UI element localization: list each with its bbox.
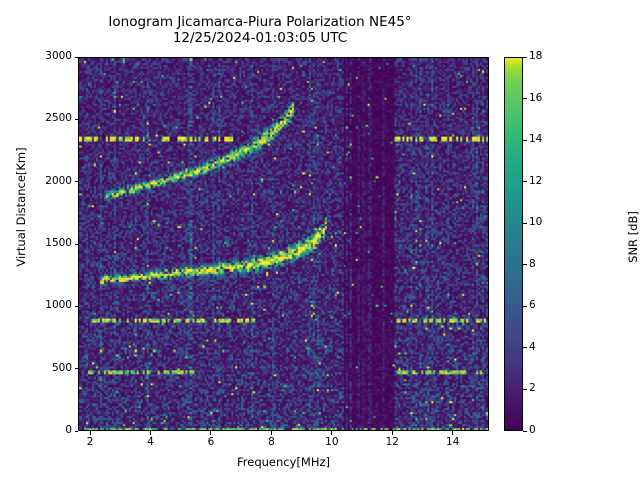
ionogram-heatmap-canvas	[79, 58, 488, 430]
colorbar-tick-mark	[523, 305, 527, 307]
colorbar-tick-mark	[523, 181, 527, 183]
x-tick-label: 4	[147, 436, 154, 448]
x-tick-mark	[150, 431, 152, 435]
y-tick-label: 2000	[45, 174, 72, 187]
colorbar-tick-mark	[523, 264, 527, 266]
colorbar-tick-mark	[523, 347, 527, 349]
colorbar-tick-label: 16	[529, 91, 543, 104]
colorbar-tick-mark	[523, 430, 527, 432]
colorbar-tick-label: 0	[529, 424, 536, 436]
ionogram-plot-area	[78, 57, 489, 431]
colorbar-tick-mark	[523, 56, 527, 58]
colorbar-label: SNR [dB]	[626, 211, 640, 263]
colorbar-tick-label: 12	[529, 174, 543, 187]
y-tick-label: 2500	[45, 112, 72, 125]
x-tick-mark	[391, 431, 393, 435]
colorbar-tick-label: 14	[529, 133, 543, 146]
x-tick-mark	[270, 431, 272, 435]
colorbar-tick-mark	[523, 139, 527, 141]
colorbar-tick-label: 10	[529, 216, 543, 229]
colorbar-tick-mark	[523, 388, 527, 390]
y-axis-label: Virtual Distance[Km]	[14, 147, 28, 267]
colorbar-tick-label: 4	[529, 340, 536, 353]
y-tick-label: 3000	[45, 50, 72, 62]
y-tick-mark	[74, 118, 78, 120]
y-tick-label: 1500	[45, 237, 72, 249]
x-tick-label: 2	[86, 436, 94, 448]
colorbar-tick-label: 6	[529, 299, 536, 312]
x-tick-label: 10	[325, 436, 339, 448]
x-tick-label: 14	[446, 436, 460, 448]
y-tick-mark	[74, 430, 78, 432]
y-tick-mark	[74, 368, 78, 370]
y-tick-label: 0	[65, 424, 72, 436]
y-tick-mark	[74, 305, 78, 307]
y-tick-label: 500	[51, 361, 72, 374]
x-tick-mark	[331, 431, 333, 435]
x-axis-label: Frequency[MHz]	[237, 455, 330, 469]
y-tick-mark	[74, 56, 78, 58]
y-tick-mark	[74, 243, 78, 245]
x-tick-mark	[210, 431, 212, 435]
colorbar-tick-label: 8	[529, 257, 536, 270]
x-tick-mark	[452, 431, 454, 435]
colorbar-tick-mark	[523, 222, 527, 224]
colorbar-tick-mark	[523, 98, 527, 100]
colorbar	[504, 57, 523, 431]
figure-title: Ionogram Jicamarca-Piura Polarization NE…	[108, 14, 412, 46]
colorbar-tick-label: 18	[529, 50, 543, 62]
colorbar-tick-label: 2	[529, 382, 536, 395]
x-tick-mark	[89, 431, 91, 435]
x-tick-label: 8	[268, 436, 275, 448]
y-tick-label: 1000	[45, 299, 72, 312]
x-tick-label: 12	[385, 436, 399, 448]
x-tick-label: 6	[207, 436, 215, 448]
y-tick-mark	[74, 181, 78, 183]
